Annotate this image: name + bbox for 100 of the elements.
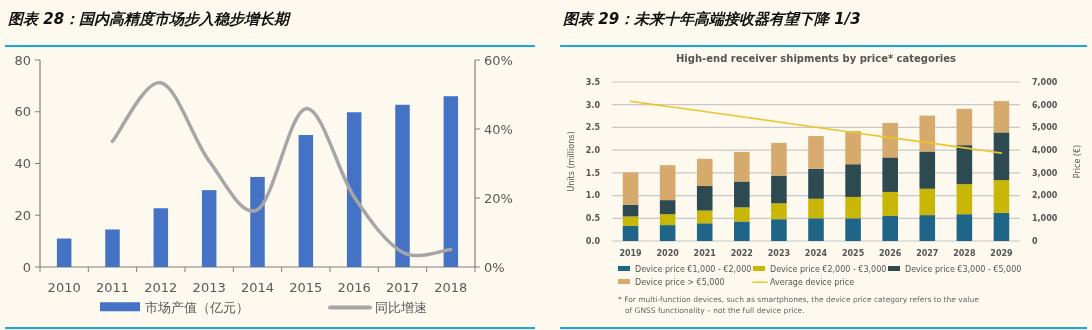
y-tick-label: 0.0 [585, 236, 601, 246]
bar [153, 208, 169, 267]
bar [993, 212, 1010, 241]
x-tick-label: 2023 [767, 249, 791, 258]
y2-tick-label: 4,000 [1032, 145, 1058, 155]
y-tick-label: 3.5 [585, 77, 601, 87]
x-tick-label: 2028 [953, 249, 976, 258]
y2-tick-label: 3,000 [1032, 168, 1058, 178]
bar [808, 136, 824, 169]
chart-subtitle: High-end receiver shipments by price* categories [676, 53, 957, 64]
bar [659, 165, 676, 201]
y2-tick-label: 0 [1032, 236, 1038, 246]
bar [734, 181, 750, 208]
bar [919, 215, 936, 241]
legend-label: 同比增速 [375, 300, 427, 315]
bar [845, 196, 861, 219]
x-tick-label: 2025 [841, 249, 865, 258]
bar [696, 210, 713, 224]
bar [659, 214, 676, 226]
x-tick-label: 2026 [879, 249, 902, 258]
bar [659, 200, 676, 215]
x-tick-label: 2014 [240, 280, 275, 295]
y2-tick-label: 20% [484, 190, 513, 206]
bar [993, 101, 1010, 133]
line-series [629, 100, 1003, 154]
bar [696, 186, 713, 211]
bar [696, 158, 713, 187]
bar [771, 142, 787, 176]
bar [443, 96, 459, 267]
y2-tick-label: 5,000 [1032, 123, 1058, 133]
y-tick-label: 60 [14, 104, 31, 120]
bar [696, 223, 713, 241]
y2-tick-label: 40% [484, 121, 513, 137]
bar [845, 131, 861, 165]
y2-axis-title: Price (€) [1073, 144, 1082, 179]
bar [771, 219, 787, 241]
bar [882, 216, 898, 241]
y-tick-label: 80 [14, 52, 31, 68]
x-tick-label: 2011 [95, 280, 130, 295]
bar [622, 216, 639, 227]
y2-tick-label: 0% [484, 259, 505, 275]
x-tick-label: 2012 [144, 280, 178, 295]
y-tick-label: 20 [14, 207, 31, 223]
bar [250, 176, 265, 267]
y2-tick-label: 6,000 [1032, 100, 1058, 110]
x-tick-label: 2021 [693, 249, 717, 258]
y-tick-label: 40 [14, 156, 31, 172]
bar [734, 207, 750, 222]
bar [956, 184, 973, 215]
y-tick-label: 2.0 [585, 145, 601, 155]
bar [956, 145, 973, 185]
y-tick-label: 1.5 [585, 168, 601, 178]
y-tick-label: 2.5 [585, 123, 601, 133]
bar [771, 175, 787, 204]
y-tick-label: 1.0 [585, 191, 601, 201]
bar [298, 135, 314, 267]
bar [882, 122, 898, 158]
bar [845, 164, 861, 197]
bar [105, 229, 120, 267]
bar [346, 112, 362, 267]
bar [956, 108, 973, 146]
bar [956, 214, 973, 241]
bar [771, 203, 787, 220]
bar [919, 151, 936, 189]
x-tick-label: 2018 [434, 280, 468, 295]
bar [808, 218, 824, 241]
bar [622, 172, 639, 205]
x-tick-label: 2016 [337, 280, 371, 295]
bar [919, 188, 936, 216]
x-tick-label: 2017 [385, 280, 420, 295]
legend-label: 市场产值（亿元） [145, 300, 249, 315]
y2-tick-label: 2,000 [1032, 191, 1058, 201]
x-tick-label: 2020 [656, 249, 680, 258]
bar [882, 157, 898, 192]
bar [993, 132, 1010, 181]
x-tick-label: 2029 [990, 249, 1014, 258]
x-tick-label: 2024 [804, 249, 828, 258]
bar [808, 198, 824, 219]
chart-title: 图表 28：国内高精度市场步入稳步增长期 [8, 10, 293, 28]
x-tick-label: 2022 [730, 249, 753, 258]
legend-label: Device price €2,000 - €3,000 [770, 265, 887, 274]
bar [56, 238, 72, 267]
legend-label: Average device price [770, 278, 855, 287]
y2-tick-label: 1,000 [1032, 214, 1058, 224]
x-tick-label: 2015 [289, 280, 323, 295]
x-tick-label: 2019 [619, 249, 643, 258]
legend-label: Device price €3,000 - €5,000 [905, 265, 1022, 274]
x-tick-label: 2010 [47, 280, 81, 295]
bar [659, 225, 676, 241]
y-tick-label: 0.5 [585, 214, 601, 224]
y-axis-title: Units (millions) [567, 131, 576, 192]
y2-tick-label: 60% [484, 52, 513, 68]
y-tick-label: 3.0 [585, 100, 601, 110]
bar [993, 180, 1010, 213]
y2-tick-label: 7,000 [1032, 77, 1058, 87]
bar [622, 226, 639, 241]
bar [201, 190, 217, 267]
x-tick-label: 2013 [192, 280, 226, 295]
x-tick-label: 2027 [916, 249, 939, 258]
bar [734, 221, 750, 241]
